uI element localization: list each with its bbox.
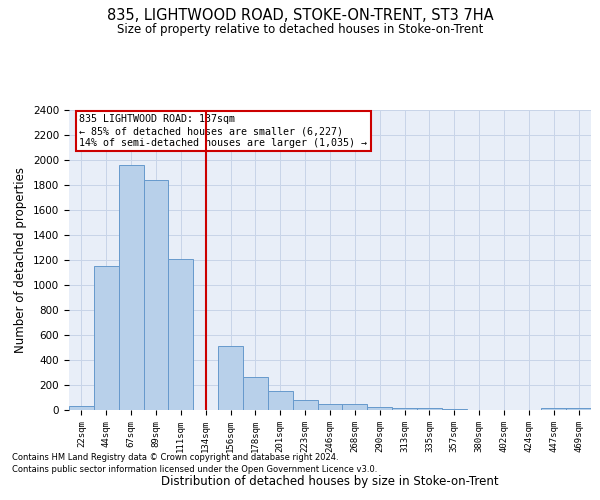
Bar [317,404,343,410]
Text: 835, LIGHTWOOD ROAD, STOKE-ON-TRENT, ST3 7HA: 835, LIGHTWOOD ROAD, STOKE-ON-TRENT, ST3… [107,8,493,22]
Bar [343,404,367,410]
Text: 835 LIGHTWOOD ROAD: 137sqm
← 85% of detached houses are smaller (6,227)
14% of s: 835 LIGHTWOOD ROAD: 137sqm ← 85% of deta… [79,114,367,148]
Bar [541,408,566,410]
Text: Distribution of detached houses by size in Stoke-on-Trent: Distribution of detached houses by size … [161,474,499,488]
Bar [169,259,193,410]
Text: Contains HM Land Registry data © Crown copyright and database right 2024.: Contains HM Land Registry data © Crown c… [12,454,338,462]
Bar [566,408,591,410]
Bar [119,165,143,410]
Bar [143,180,169,410]
Bar [94,266,119,410]
Bar [69,406,94,410]
Text: Contains public sector information licensed under the Open Government Licence v3: Contains public sector information licen… [12,465,377,474]
Bar [218,346,243,410]
Bar [367,407,392,410]
Bar [417,408,442,410]
Text: Size of property relative to detached houses in Stoke-on-Trent: Size of property relative to detached ho… [117,22,483,36]
Y-axis label: Number of detached properties: Number of detached properties [14,167,28,353]
Bar [243,377,268,410]
Bar [268,390,293,410]
Bar [293,400,317,410]
Bar [392,408,417,410]
